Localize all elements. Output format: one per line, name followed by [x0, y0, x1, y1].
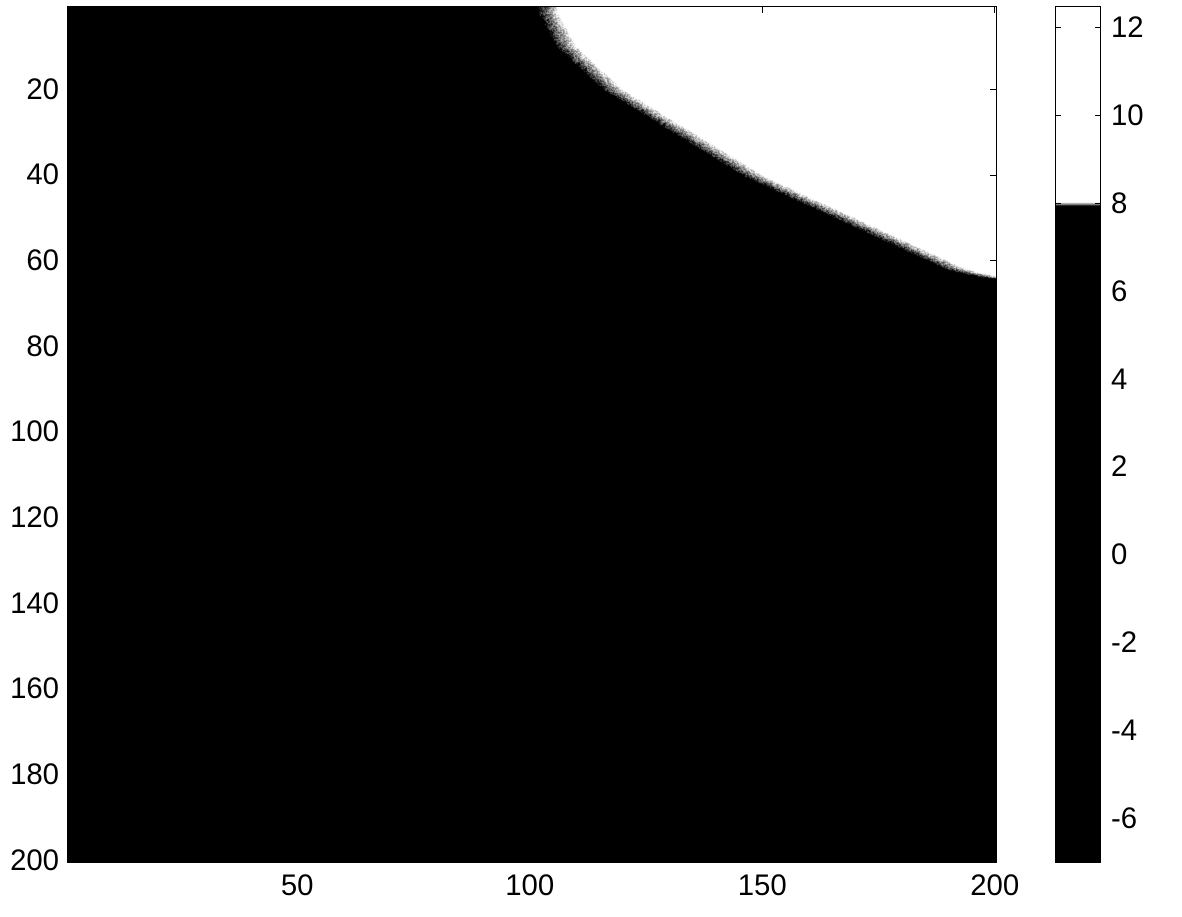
- y-tick-right: [990, 175, 997, 176]
- colorbar-axes: [1055, 6, 1101, 863]
- colorbar-tick-right: [1095, 379, 1101, 380]
- colorbar-tick: [1055, 115, 1061, 116]
- heatmap-image: [67, 6, 997, 863]
- y-tick: [67, 518, 74, 519]
- x-tick-top: [297, 6, 298, 13]
- colorbar-tick-right: [1095, 819, 1101, 820]
- y-tick-label: 40: [26, 158, 59, 192]
- y-tick-label: 200: [10, 844, 59, 878]
- colorbar-tick-label: -2: [1111, 626, 1137, 660]
- x-tick-top: [762, 6, 763, 13]
- x-tick-label: 200: [970, 869, 1019, 903]
- x-tick: [529, 856, 530, 863]
- y-tick-right: [990, 689, 997, 690]
- y-tick-right: [990, 775, 997, 776]
- y-tick-label: 100: [10, 415, 59, 449]
- y-tick: [67, 603, 74, 604]
- y-tick: [67, 860, 74, 861]
- y-tick: [67, 260, 74, 261]
- colorbar-tick: [1055, 555, 1061, 556]
- colorbar-tick-right: [1095, 731, 1101, 732]
- y-tick-label: 80: [26, 330, 59, 364]
- x-tick-label: 50: [281, 869, 314, 903]
- colorbar-tick-right: [1095, 27, 1101, 28]
- figure: 5010015020020406080100120140160180200-6-…: [0, 0, 1182, 917]
- x-tick: [297, 856, 298, 863]
- y-tick-label: 20: [26, 73, 59, 107]
- y-tick: [67, 346, 74, 347]
- y-tick-label: 160: [10, 672, 59, 706]
- y-tick-right: [990, 860, 997, 861]
- colorbar-tick-label: -6: [1111, 802, 1137, 836]
- colorbar-tick-right: [1095, 115, 1101, 116]
- y-tick-label: 180: [10, 758, 59, 792]
- colorbar-tick: [1055, 467, 1061, 468]
- colorbar-tick-right: [1095, 555, 1101, 556]
- y-tick-right: [990, 260, 997, 261]
- y-tick-label: 140: [10, 587, 59, 621]
- colorbar-tick-right: [1095, 291, 1101, 292]
- y-tick-right: [990, 518, 997, 519]
- y-tick-right: [990, 89, 997, 90]
- colorbar-tick-label: 6: [1111, 275, 1127, 309]
- colorbar-tick-label: 4: [1111, 363, 1127, 397]
- y-tick: [67, 775, 74, 776]
- colorbar-tick: [1055, 819, 1061, 820]
- colorbar-tick: [1055, 203, 1061, 204]
- colorbar-tick-label: 12: [1111, 11, 1144, 45]
- heatmap-axes: [67, 6, 997, 863]
- y-tick: [67, 89, 74, 90]
- y-tick-right: [990, 603, 997, 604]
- colorbar-tick-label: 8: [1111, 187, 1127, 221]
- colorbar-tick-right: [1095, 643, 1101, 644]
- y-tick-right: [990, 346, 997, 347]
- y-tick-label: 120: [10, 501, 59, 535]
- y-tick-right: [990, 432, 997, 433]
- y-tick: [67, 175, 74, 176]
- colorbar-tick-label: 0: [1111, 538, 1127, 572]
- colorbar-tick-label: -4: [1111, 714, 1137, 748]
- colorbar-tick-right: [1095, 467, 1101, 468]
- colorbar-tick: [1055, 379, 1061, 380]
- x-tick: [762, 856, 763, 863]
- colorbar-image: [1055, 6, 1101, 863]
- colorbar-tick: [1055, 291, 1061, 292]
- y-tick-label: 60: [26, 244, 59, 278]
- colorbar-tick-label: 10: [1111, 99, 1144, 133]
- y-tick: [67, 432, 74, 433]
- y-tick: [67, 689, 74, 690]
- x-tick-label: 150: [738, 869, 787, 903]
- colorbar-tick-right: [1095, 203, 1101, 204]
- colorbar-tick: [1055, 27, 1061, 28]
- colorbar-tick-label: 2: [1111, 450, 1127, 484]
- x-tick-top: [994, 6, 995, 13]
- colorbar-tick: [1055, 643, 1061, 644]
- colorbar-tick: [1055, 731, 1061, 732]
- x-tick-label: 100: [505, 869, 554, 903]
- x-tick-top: [529, 6, 530, 13]
